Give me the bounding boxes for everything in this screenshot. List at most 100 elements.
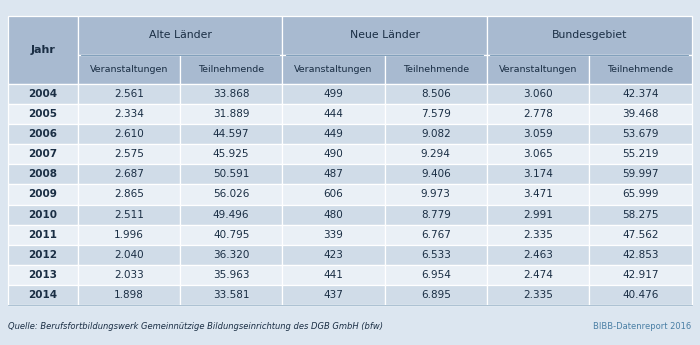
Text: 2.033: 2.033 bbox=[114, 270, 144, 280]
Bar bbox=[8, 164, 78, 184]
Text: 59.997: 59.997 bbox=[622, 169, 659, 179]
Text: BIBB-Datenreport 2016: BIBB-Datenreport 2016 bbox=[594, 322, 692, 331]
Text: 2005: 2005 bbox=[29, 109, 57, 119]
Bar bbox=[384, 83, 487, 104]
Bar bbox=[384, 245, 487, 265]
Text: 45.925: 45.925 bbox=[213, 149, 249, 159]
Text: 33.581: 33.581 bbox=[213, 290, 249, 300]
Text: 2.865: 2.865 bbox=[114, 189, 144, 199]
Bar bbox=[384, 285, 487, 305]
Text: 2.575: 2.575 bbox=[114, 149, 144, 159]
Text: 55.219: 55.219 bbox=[622, 149, 659, 159]
Bar bbox=[589, 164, 692, 184]
Text: 3.065: 3.065 bbox=[523, 149, 553, 159]
Bar bbox=[180, 83, 282, 104]
Bar bbox=[282, 205, 384, 225]
Text: 44.597: 44.597 bbox=[213, 129, 249, 139]
Text: 1.996: 1.996 bbox=[114, 230, 144, 240]
Text: 437: 437 bbox=[323, 290, 344, 300]
Bar bbox=[384, 144, 487, 164]
Bar bbox=[589, 205, 692, 225]
Bar bbox=[180, 164, 282, 184]
Text: 40.795: 40.795 bbox=[213, 230, 249, 240]
Bar bbox=[384, 205, 487, 225]
Text: 35.963: 35.963 bbox=[213, 270, 249, 280]
Bar bbox=[8, 83, 78, 104]
Text: 6.895: 6.895 bbox=[421, 290, 451, 300]
Bar bbox=[180, 205, 282, 225]
Bar bbox=[282, 245, 384, 265]
Bar bbox=[78, 83, 180, 104]
Bar bbox=[282, 285, 384, 305]
Bar bbox=[487, 16, 692, 55]
Bar bbox=[8, 265, 78, 285]
Text: Neue Länder: Neue Länder bbox=[349, 30, 419, 40]
Bar bbox=[78, 184, 180, 205]
Bar bbox=[282, 124, 384, 144]
Text: 480: 480 bbox=[323, 210, 343, 220]
Bar bbox=[384, 164, 487, 184]
Text: Veranstaltungen: Veranstaltungen bbox=[294, 65, 372, 73]
Bar bbox=[487, 285, 589, 305]
Text: Jahr: Jahr bbox=[31, 45, 55, 55]
Text: 42.917: 42.917 bbox=[622, 270, 659, 280]
Text: 47.562: 47.562 bbox=[622, 230, 659, 240]
Text: 2014: 2014 bbox=[29, 290, 57, 300]
Text: 2.610: 2.610 bbox=[114, 129, 144, 139]
Text: 2.335: 2.335 bbox=[523, 290, 553, 300]
Bar bbox=[78, 245, 180, 265]
Text: Quelle: Berufsfortbildungswerk Gemeinnützige Bildungseinrichtung des DGB GmbH (b: Quelle: Berufsfortbildungswerk Gemeinnüt… bbox=[8, 322, 384, 331]
Text: 50.591: 50.591 bbox=[213, 169, 249, 179]
Text: 42.374: 42.374 bbox=[622, 89, 659, 99]
Bar bbox=[8, 124, 78, 144]
Bar bbox=[384, 225, 487, 245]
Bar bbox=[487, 225, 589, 245]
Bar bbox=[8, 184, 78, 205]
Bar bbox=[282, 144, 384, 164]
Text: 2013: 2013 bbox=[29, 270, 57, 280]
Bar bbox=[589, 83, 692, 104]
Bar bbox=[487, 164, 589, 184]
Bar bbox=[589, 124, 692, 144]
Text: 53.679: 53.679 bbox=[622, 129, 659, 139]
Bar bbox=[282, 83, 384, 104]
Bar bbox=[282, 265, 384, 285]
Text: 40.476: 40.476 bbox=[622, 290, 659, 300]
Text: 7.579: 7.579 bbox=[421, 109, 451, 119]
Text: 9.973: 9.973 bbox=[421, 189, 451, 199]
Text: 2.463: 2.463 bbox=[523, 250, 553, 260]
Text: 2.474: 2.474 bbox=[523, 270, 553, 280]
Text: Veranstaltungen: Veranstaltungen bbox=[499, 65, 578, 73]
Text: 3.471: 3.471 bbox=[523, 189, 553, 199]
Bar bbox=[8, 104, 78, 124]
Bar bbox=[78, 104, 180, 124]
Bar bbox=[384, 104, 487, 124]
Text: 449: 449 bbox=[323, 129, 344, 139]
Bar bbox=[78, 16, 282, 55]
Text: 2007: 2007 bbox=[29, 149, 57, 159]
Bar bbox=[487, 55, 589, 83]
Bar bbox=[487, 245, 589, 265]
Bar bbox=[589, 265, 692, 285]
Text: 3.174: 3.174 bbox=[523, 169, 553, 179]
Bar bbox=[78, 144, 180, 164]
Bar bbox=[282, 184, 384, 205]
Bar bbox=[180, 104, 282, 124]
Text: 65.999: 65.999 bbox=[622, 189, 659, 199]
Bar bbox=[282, 225, 384, 245]
Text: 58.275: 58.275 bbox=[622, 210, 659, 220]
Bar bbox=[589, 184, 692, 205]
Text: 3.059: 3.059 bbox=[523, 129, 553, 139]
Bar bbox=[487, 124, 589, 144]
Bar bbox=[78, 225, 180, 245]
Text: 6.767: 6.767 bbox=[421, 230, 451, 240]
Bar bbox=[487, 184, 589, 205]
Bar bbox=[589, 55, 692, 83]
Text: 2.040: 2.040 bbox=[114, 250, 144, 260]
Bar bbox=[282, 55, 384, 83]
Bar bbox=[180, 144, 282, 164]
Bar bbox=[78, 124, 180, 144]
Bar bbox=[8, 225, 78, 245]
Text: 499: 499 bbox=[323, 89, 344, 99]
Bar bbox=[8, 144, 78, 164]
